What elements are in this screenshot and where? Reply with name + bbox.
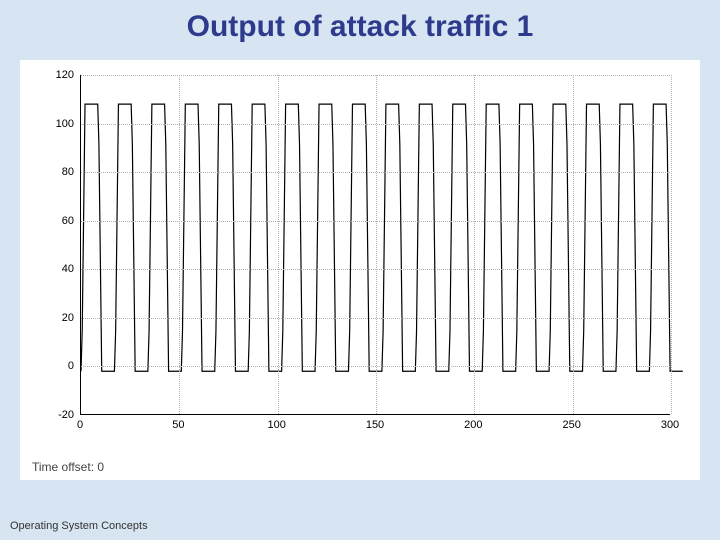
y-tick-label: 0	[44, 360, 74, 372]
y-tick-label: 120	[44, 69, 74, 81]
grid-line-vertical	[671, 75, 672, 414]
chart-plot-area	[80, 75, 670, 415]
y-tick-label: 20	[44, 312, 74, 324]
grid-line-horizontal	[81, 172, 670, 173]
slide: Output of attack traffic 1 Time offset: …	[0, 0, 720, 540]
chart-container: Time offset: 0 050100150200250300-200204…	[20, 60, 700, 480]
footer-text: Operating System Concepts	[10, 520, 148, 532]
grid-line-horizontal	[81, 318, 670, 319]
x-tick-label: 50	[172, 419, 184, 431]
grid-line-vertical	[474, 75, 475, 414]
y-tick-label: 80	[44, 166, 74, 178]
grid-line-horizontal	[81, 366, 670, 367]
grid-line-vertical	[573, 75, 574, 414]
line-series-path	[81, 104, 683, 371]
y-tick-label: 40	[44, 263, 74, 275]
y-tick-label: -20	[44, 409, 74, 421]
x-tick-label: 250	[562, 419, 580, 431]
grid-line-horizontal	[81, 221, 670, 222]
x-tick-label: 0	[77, 419, 83, 431]
x-tick-label: 100	[267, 419, 285, 431]
time-offset-label: Time offset: 0	[32, 460, 104, 474]
grid-line-vertical	[179, 75, 180, 414]
y-tick-label: 60	[44, 215, 74, 227]
grid-line-vertical	[278, 75, 279, 414]
y-tick-label: 100	[44, 118, 74, 130]
x-tick-label: 300	[661, 419, 679, 431]
grid-line-horizontal	[81, 269, 670, 270]
slide-title: Output of attack traffic 1	[0, 0, 720, 44]
grid-line-vertical	[376, 75, 377, 414]
x-tick-label: 150	[366, 419, 384, 431]
x-tick-label: 200	[464, 419, 482, 431]
grid-line-horizontal	[81, 124, 670, 125]
grid-line-horizontal	[81, 75, 670, 76]
